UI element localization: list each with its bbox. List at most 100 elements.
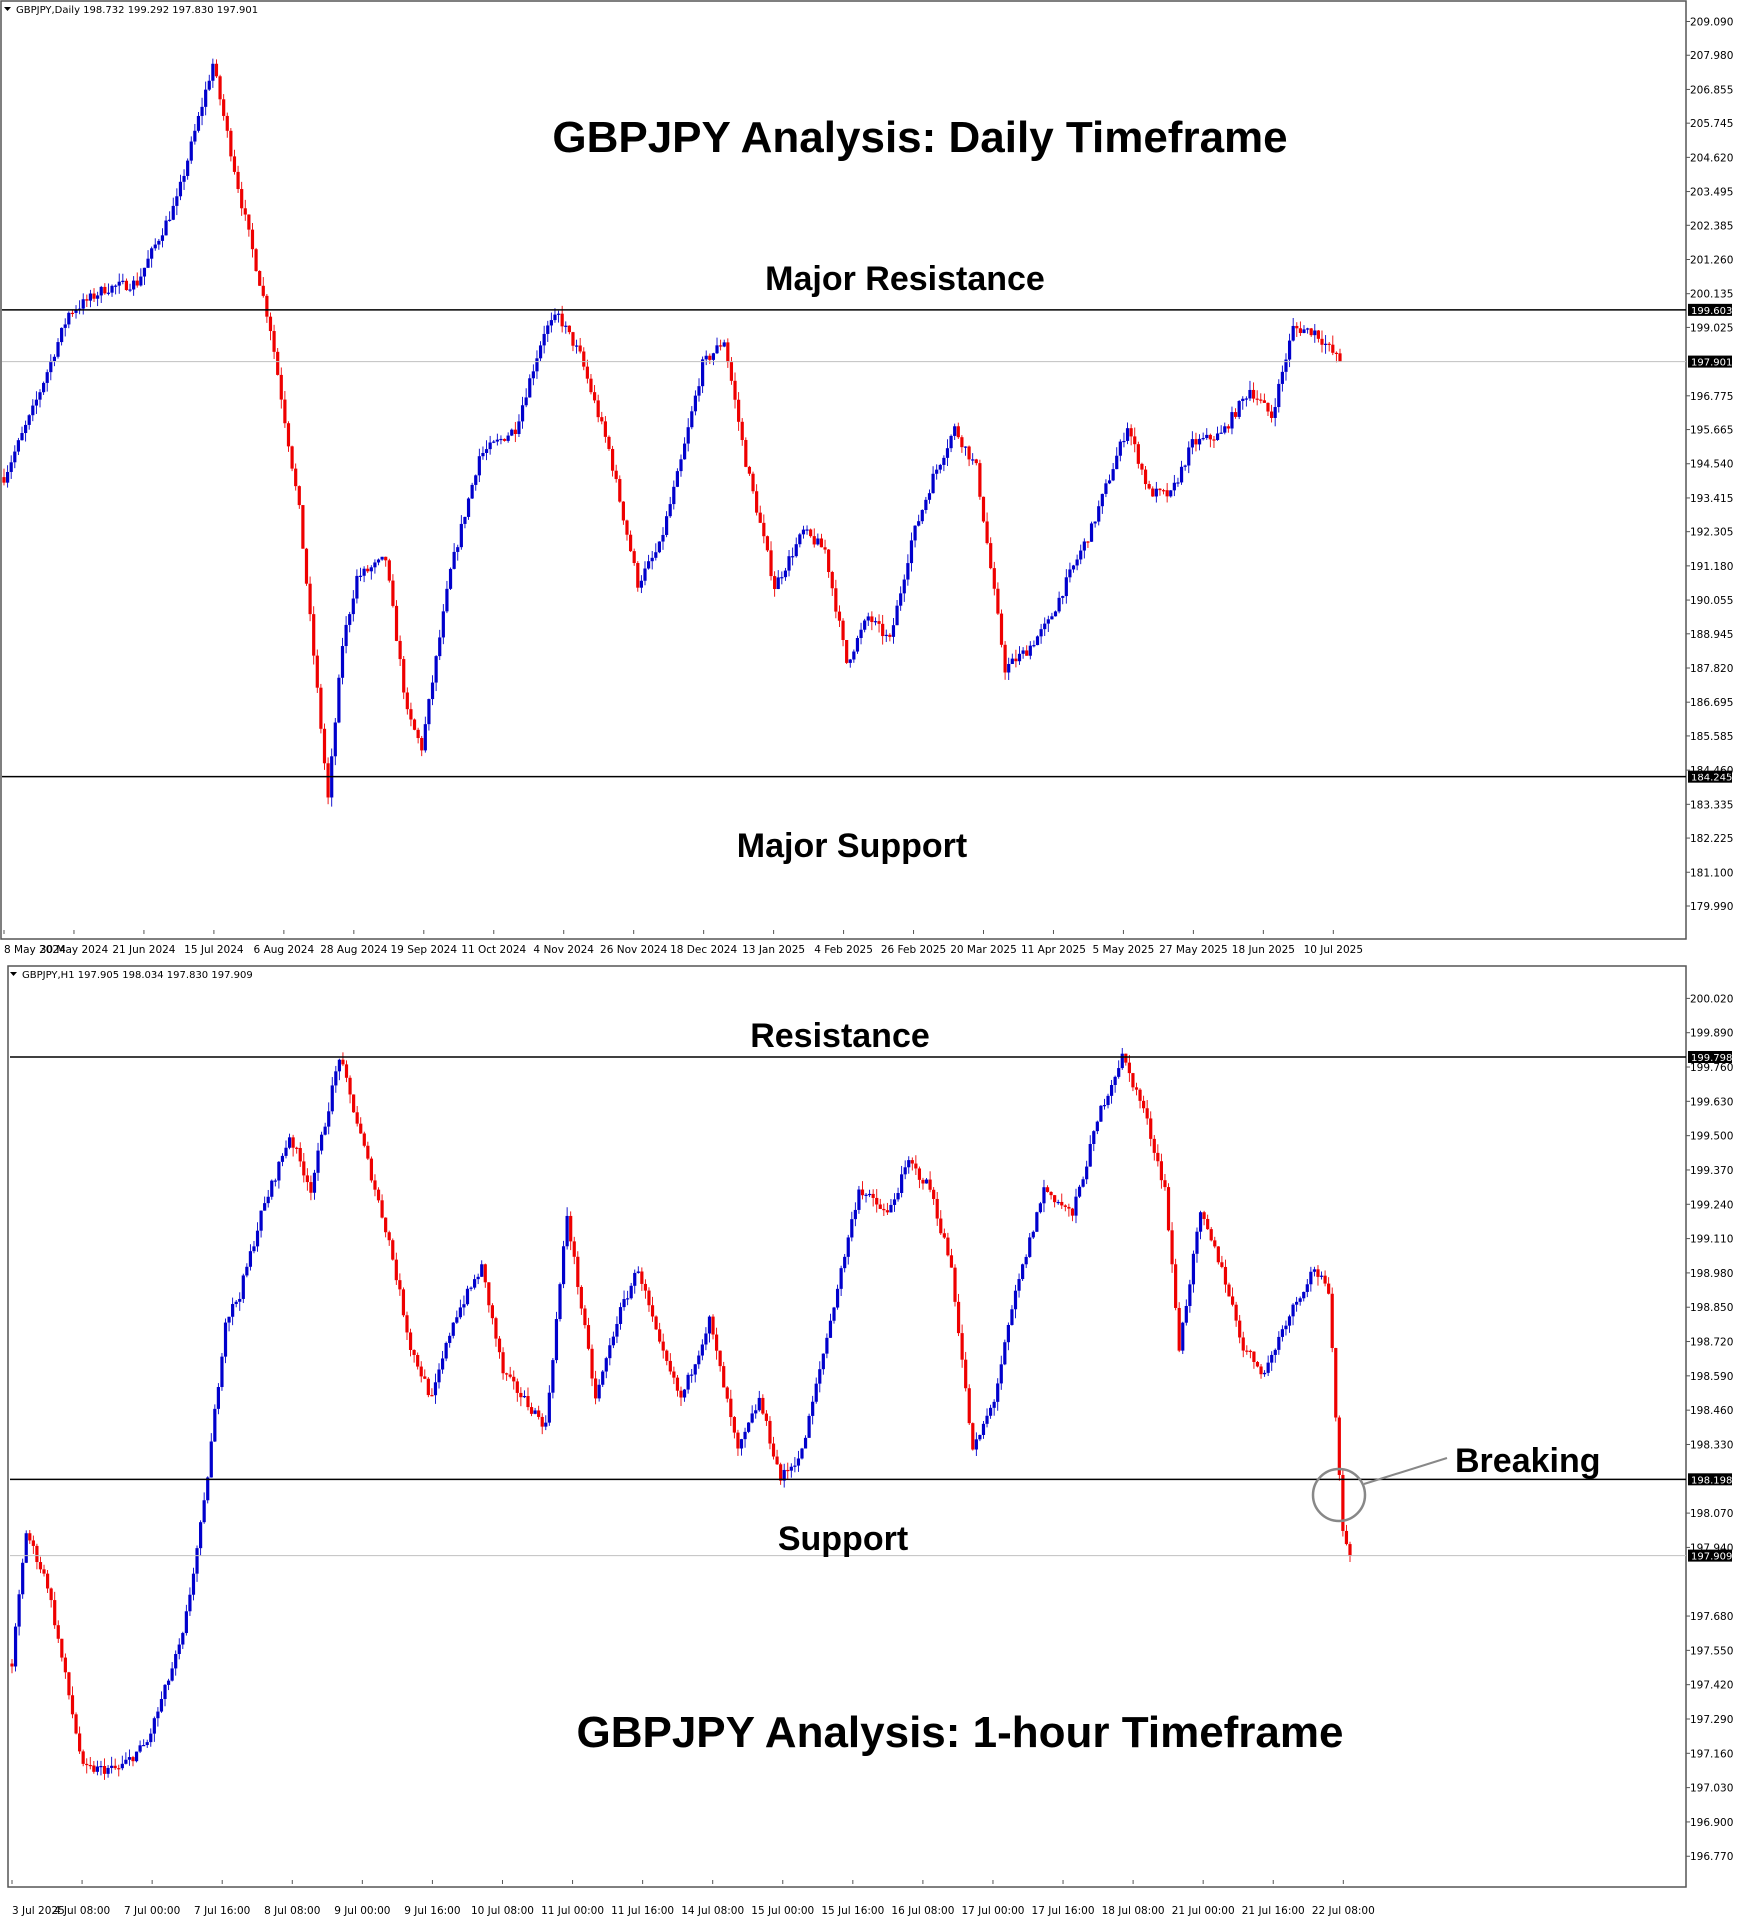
daily-candle-body bbox=[661, 534, 665, 542]
h1-candle bbox=[1102, 1098, 1107, 1110]
h1-candle bbox=[1270, 1351, 1274, 1371]
h1-candle-body bbox=[337, 1059, 341, 1072]
h1-candle-body bbox=[903, 1167, 907, 1175]
daily-candle-body bbox=[1302, 329, 1306, 333]
daily-candle bbox=[668, 496, 672, 518]
h1-candle bbox=[1184, 1299, 1188, 1326]
h1-candle bbox=[376, 1187, 381, 1203]
h1-candle-body bbox=[113, 1765, 117, 1769]
daily-candle bbox=[265, 293, 269, 323]
h1-candle-body bbox=[1138, 1089, 1142, 1101]
h1-candle bbox=[569, 1211, 573, 1251]
daily-candle-body bbox=[240, 189, 244, 209]
h1-candle-body bbox=[1348, 1544, 1352, 1556]
h1-candle bbox=[956, 1293, 961, 1337]
daily-candle bbox=[1046, 615, 1050, 632]
daily-candle bbox=[1071, 564, 1076, 573]
daily-candle bbox=[927, 489, 932, 504]
h1-candle bbox=[1273, 1348, 1277, 1363]
h1-candle bbox=[13, 1623, 18, 1672]
daily-candle bbox=[1140, 462, 1144, 475]
h1-candle-body bbox=[1063, 1205, 1067, 1207]
h1-candle-body bbox=[611, 1336, 615, 1346]
daily-candle-body bbox=[218, 76, 222, 100]
daily-candle-body bbox=[405, 692, 409, 710]
daily-candle bbox=[1331, 335, 1335, 356]
daily-candle-body bbox=[92, 293, 96, 299]
h1-candle-body bbox=[1181, 1322, 1185, 1351]
h1-candle-body bbox=[1266, 1362, 1270, 1373]
daily-candle bbox=[193, 124, 197, 145]
h1-candle-body bbox=[234, 1301, 238, 1305]
h1-candle-body bbox=[615, 1323, 619, 1337]
daily-candle-body bbox=[128, 289, 132, 291]
daily-candle bbox=[186, 158, 190, 180]
h1-candle bbox=[576, 1251, 580, 1295]
daily-candle bbox=[488, 435, 492, 455]
daily-candle bbox=[1129, 424, 1133, 446]
h1-candle-body bbox=[661, 1341, 665, 1351]
daily-candle-body bbox=[132, 280, 136, 290]
h1-candle-body bbox=[95, 1766, 100, 1772]
daily-candle-body bbox=[304, 548, 309, 584]
h1-candle-body bbox=[21, 1562, 25, 1595]
h1-candle bbox=[181, 1631, 185, 1650]
daily-candle-body bbox=[1205, 434, 1209, 439]
h1-candle-body bbox=[110, 1765, 114, 1768]
h1-candle-body bbox=[440, 1358, 445, 1370]
daily-candle-body bbox=[1151, 488, 1155, 497]
h1-candle-body bbox=[67, 1672, 71, 1696]
daily-candle bbox=[103, 283, 107, 295]
h1-candle bbox=[789, 1463, 793, 1478]
daily-candle bbox=[420, 735, 424, 757]
h1-candle-body bbox=[1287, 1316, 1292, 1326]
daily-candle-body bbox=[1331, 344, 1335, 353]
h1-candle-body bbox=[608, 1345, 612, 1359]
h1-candle bbox=[601, 1369, 605, 1388]
h1-candle bbox=[480, 1260, 484, 1277]
h1-candle-body bbox=[558, 1284, 562, 1320]
h1-candle-body bbox=[106, 1767, 110, 1774]
h1-candle bbox=[839, 1265, 843, 1296]
h1-candle-body bbox=[405, 1315, 409, 1333]
h1-candle-body bbox=[871, 1193, 875, 1198]
h1-candle-body bbox=[1092, 1131, 1096, 1145]
daily-candle bbox=[2, 468, 6, 486]
daily-candle-body bbox=[1097, 506, 1101, 522]
daily-candle bbox=[657, 541, 661, 554]
daily-candle-body bbox=[920, 510, 924, 522]
h1-candle-body bbox=[924, 1179, 929, 1184]
h1-candle-body bbox=[480, 1264, 484, 1277]
daily-y-tick-label: 201.260 bbox=[1690, 254, 1733, 266]
h1-candle-body bbox=[1095, 1121, 1099, 1132]
h1-candle-body bbox=[668, 1360, 672, 1372]
daily-candle-body bbox=[1305, 328, 1310, 330]
daily-candle-body bbox=[744, 440, 748, 467]
daily-x-tick-label: 8 May 2024 bbox=[4, 944, 66, 956]
daily-candle bbox=[1143, 465, 1148, 490]
h1-candle-body bbox=[537, 1410, 541, 1417]
daily-candle bbox=[502, 438, 507, 442]
daily-candle bbox=[63, 318, 67, 337]
h1-y-tick-label: 198.070 bbox=[1690, 1508, 1733, 1520]
daily-candle-body bbox=[27, 415, 31, 425]
daily-candle bbox=[405, 687, 409, 715]
daily-candle bbox=[16, 437, 21, 456]
daily-candle bbox=[1320, 330, 1324, 353]
h1-level-price-text: 198.198 bbox=[1691, 1475, 1732, 1486]
h1-candle bbox=[633, 1269, 637, 1294]
daily-candle-body bbox=[448, 568, 453, 589]
h1-candle bbox=[604, 1356, 608, 1379]
h1-candle bbox=[1216, 1246, 1220, 1265]
daily-candle bbox=[863, 618, 867, 633]
daily-candle bbox=[819, 533, 824, 548]
daily-candle bbox=[585, 359, 589, 384]
h1-candle-body bbox=[928, 1179, 932, 1190]
h1-candle bbox=[1309, 1266, 1313, 1292]
daily-y-tick-label: 187.820 bbox=[1690, 663, 1733, 675]
h1-candle bbox=[853, 1202, 857, 1227]
h1-candle bbox=[732, 1416, 736, 1439]
h1-candle-body bbox=[266, 1196, 270, 1204]
daily-candle-body bbox=[1244, 398, 1248, 400]
h1-candle-body bbox=[747, 1422, 751, 1432]
